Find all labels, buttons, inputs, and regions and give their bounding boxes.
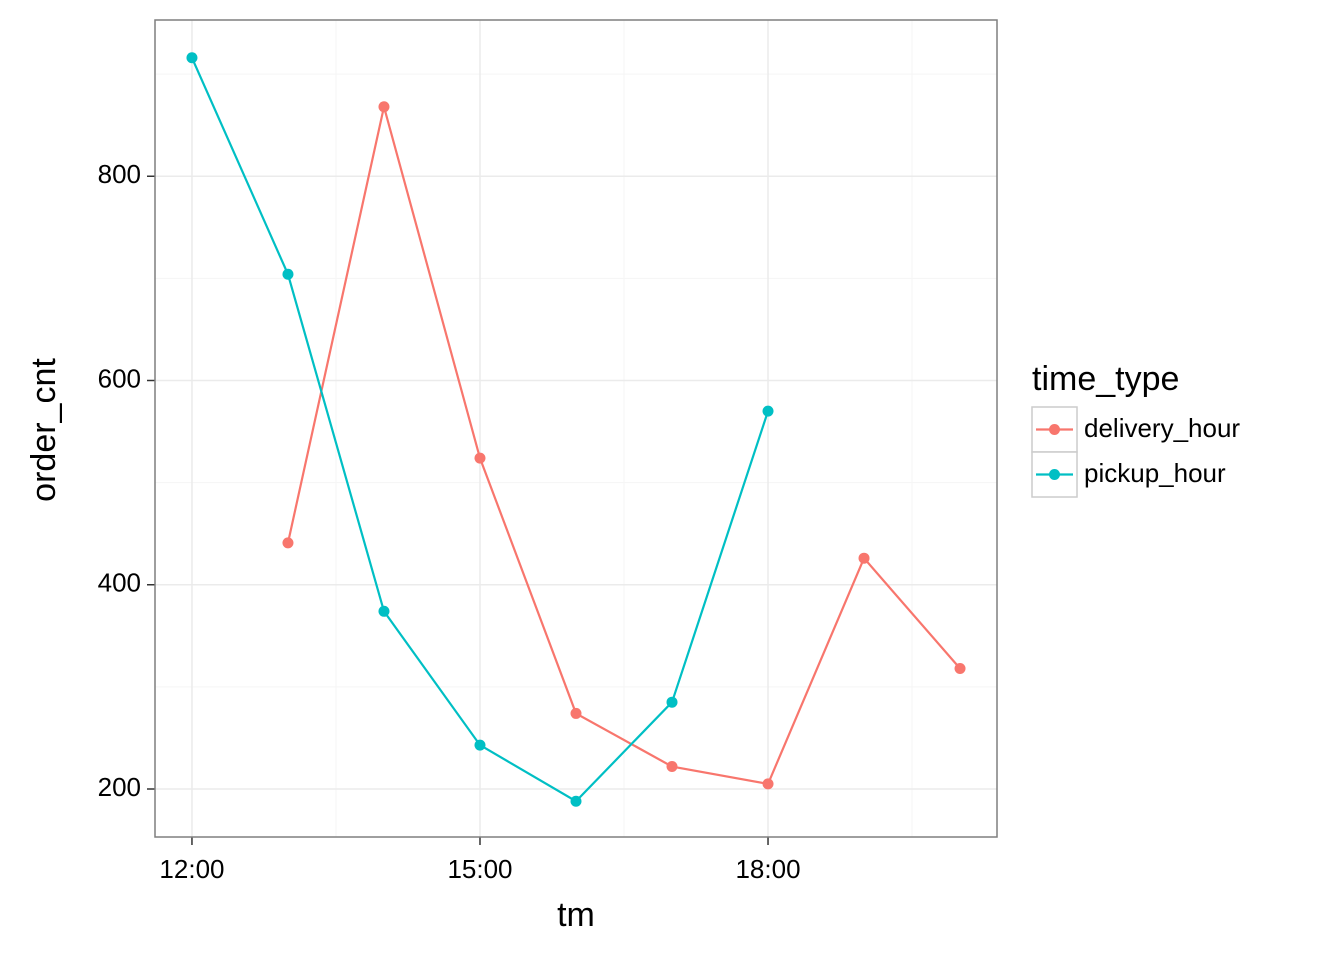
data-point <box>666 696 678 708</box>
y-tick-label: 600 <box>98 363 141 393</box>
x-tick-label: 18:00 <box>735 854 800 884</box>
y-tick-label: 200 <box>98 772 141 802</box>
x-axis-title: tm <box>557 896 595 934</box>
data-point <box>186 52 198 64</box>
legend-title: time_type <box>1032 360 1179 398</box>
x-tick-label: 15:00 <box>447 854 512 884</box>
legend-label: pickup_hour <box>1084 458 1226 488</box>
data-point <box>570 795 582 807</box>
data-point <box>762 405 774 417</box>
data-point <box>954 662 966 674</box>
data-point <box>570 707 582 719</box>
data-point <box>666 761 678 773</box>
data-point <box>762 778 774 790</box>
data-point <box>378 605 390 617</box>
y-axis-title: order_cnt <box>25 358 63 502</box>
data-point <box>282 268 294 280</box>
data-point <box>858 552 870 564</box>
x-tick-label: 12:00 <box>159 854 224 884</box>
data-point <box>378 101 390 113</box>
plot-border <box>154 19 998 838</box>
series-line <box>286 106 961 786</box>
plot-background <box>155 20 997 837</box>
data-point <box>282 537 294 549</box>
legend-label: delivery_hour <box>1084 413 1240 443</box>
legend-key-point <box>1049 469 1060 480</box>
y-tick-label: 400 <box>98 568 141 598</box>
y-tick-label: 800 <box>98 159 141 189</box>
data-point <box>474 452 486 464</box>
legend-key-point <box>1049 424 1060 435</box>
data-point <box>474 739 486 751</box>
